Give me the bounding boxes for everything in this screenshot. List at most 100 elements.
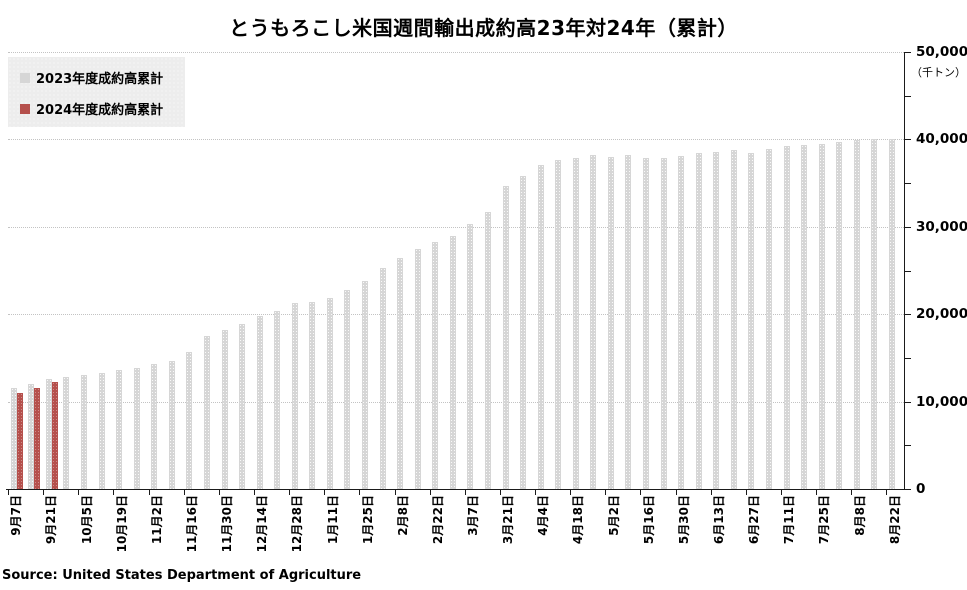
bar-2023-12月28日 (291, 303, 298, 489)
bar-2023-7月18日 (801, 144, 808, 489)
x-tick-9 (324, 490, 326, 495)
bar-2023-10月26日 (133, 368, 140, 489)
bar-2023-5月9日 (625, 155, 632, 489)
bar-2023-10月12日 (98, 372, 105, 489)
bar-slot-11月23日 (201, 52, 219, 489)
bar-2023-6月6日 (695, 152, 702, 489)
bar-slot-10月26日 (131, 52, 149, 489)
y-tick-30000 (905, 226, 911, 228)
x-label-8月8日: 8月8日 (852, 495, 867, 536)
bars-layer (8, 52, 904, 489)
bar-2023-4月4日 (537, 164, 544, 489)
bar-2023-1月18日 (344, 289, 351, 489)
x-label-1月25日: 1月25日 (360, 495, 375, 545)
gridline-50000 (8, 52, 904, 53)
bar-slot-9月7日 (8, 52, 26, 489)
bar-2023-6月27日 (748, 153, 755, 489)
y-tick-20000 (905, 314, 911, 316)
x-tick-5 (183, 490, 185, 495)
bar-2023-2月8日 (397, 257, 404, 489)
bar-2023-12月7日 (239, 323, 246, 489)
bar-2023-1月4日 (309, 301, 316, 489)
legend-item-2023: 2023年度成約高累計 (20, 68, 185, 87)
bar-2023-11月9日 (168, 361, 175, 489)
y-tick-25000 (905, 270, 911, 272)
y-tick-0 (905, 489, 911, 490)
bar-slot-7月25日 (816, 52, 834, 489)
bar-slot-8月8日 (851, 52, 869, 489)
bar-2023-7月11日 (783, 146, 790, 489)
x-label-8月22日: 8月22日 (887, 495, 902, 545)
y-tick-15000 (905, 357, 911, 359)
bar-slot-10月19日 (113, 52, 131, 489)
x-label-5月16日: 5月16日 (641, 495, 656, 545)
bar-slot-3月21日 (500, 52, 518, 489)
bar-slot-7月11日 (781, 52, 799, 489)
x-label-11月2日: 11月2日 (149, 495, 164, 545)
x-tick-1 (43, 490, 45, 495)
bar-2023-9月14日 (28, 383, 35, 489)
x-tick-18 (640, 490, 642, 495)
bar-2023-2月15日 (414, 248, 421, 489)
legend: 2023年度成約高累計 2024年度成約高累計 (8, 57, 185, 127)
y-tick-45000 (905, 95, 911, 97)
bar-slot-2月8日 (394, 52, 412, 489)
bar-2023-6月13日 (713, 152, 720, 489)
bar-2023-12月14日 (256, 315, 263, 489)
bar-2023-3月21日 (502, 185, 509, 489)
x-label-12月28日: 12月28日 (290, 495, 305, 553)
bar-slot-12月14日 (254, 52, 272, 489)
bar-slot-7月4日 (763, 52, 781, 489)
bar-slot-2月29日 (447, 52, 465, 489)
x-label-1月11日: 1月11日 (325, 495, 340, 545)
y-tick-50000 (905, 52, 911, 53)
bar-2023-5月23日 (660, 157, 667, 489)
bar-2023-8月15日 (871, 138, 878, 489)
bar-slot-4月18日 (570, 52, 588, 489)
bar-2023-11月16日 (186, 351, 193, 489)
bar-slot-1月4日 (307, 52, 325, 489)
bar-slot-5月2日 (605, 52, 623, 489)
x-label-5月30日: 5月30日 (676, 495, 691, 545)
legend-swatch-2023-icon (20, 72, 30, 83)
bar-slot-1月18日 (342, 52, 360, 489)
x-label-2月8日: 2月8日 (395, 495, 410, 536)
y-label-30,000: 30,000 (916, 218, 967, 235)
bar-slot-11月9日 (166, 52, 184, 489)
x-tick-13 (464, 490, 466, 495)
x-label-5月2日: 5月2日 (606, 495, 621, 536)
x-tick-8 (289, 490, 291, 495)
x-label-4月18日: 4月18日 (571, 495, 586, 545)
x-label-6月13日: 6月13日 (712, 495, 727, 545)
legend-label-2023: 2023年度成約高累計 (36, 72, 164, 87)
x-label-12月14日: 12月14日 (255, 495, 270, 553)
legend-swatch-2024-icon (20, 103, 30, 114)
bar-2023-11月2日 (151, 364, 158, 489)
bar-slot-3月14日 (482, 52, 500, 489)
y-label-10,000: 10,000 (916, 393, 967, 410)
bar-slot-5月9日 (623, 52, 641, 489)
x-tick-7 (253, 490, 255, 495)
x-tick-3 (113, 490, 115, 495)
x-tick-17 (605, 490, 607, 495)
x-label-11月16日: 11月16日 (184, 495, 199, 553)
plot-area (6, 52, 911, 495)
bar-slot-8月22日 (886, 52, 904, 489)
bar-2023-9月28日 (63, 377, 70, 489)
x-axis-line (6, 489, 905, 490)
x-tick-15 (535, 490, 537, 495)
x-tick-4 (148, 490, 150, 495)
bar-2023-4月11日 (555, 160, 562, 489)
bar-slot-4月4日 (535, 52, 553, 489)
gridline-40000 (8, 139, 904, 141)
bar-slot-6月20日 (728, 52, 746, 489)
bar-2023-2月29日 (449, 235, 456, 489)
bar-2023-2月1日 (379, 267, 386, 489)
bar-slot-8月15日 (869, 52, 887, 489)
bar-slot-6月13日 (711, 52, 729, 489)
bar-2023-1月25日 (362, 281, 369, 489)
bar-slot-5月30日 (675, 52, 693, 489)
y-axis-line (904, 52, 905, 490)
bar-2023-4月25日 (590, 154, 597, 489)
x-label-3月21日: 3月21日 (501, 495, 516, 545)
